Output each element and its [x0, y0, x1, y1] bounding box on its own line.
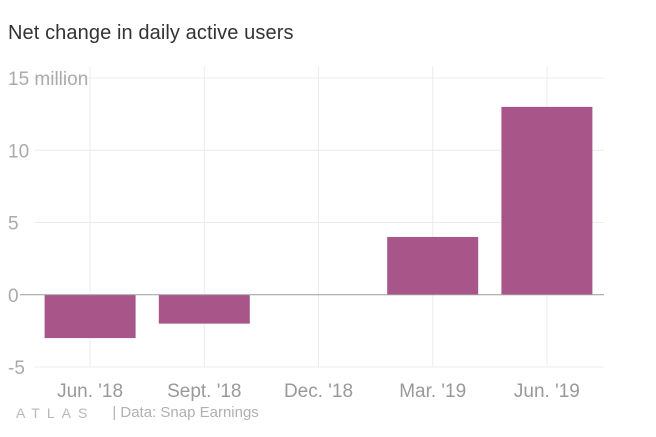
y-tick-label: 10 [8, 141, 29, 162]
bar [501, 106, 593, 295]
bar [387, 236, 479, 295]
x-tick-label: Jun. '18 [57, 381, 123, 402]
x-tick-label: Sept. '18 [167, 381, 241, 402]
y-tick-label: 15 million [8, 69, 88, 90]
y-axis-labels: -5 0 5 10 15 million [8, 69, 88, 379]
x-tick-label: Dec. '18 [284, 381, 353, 402]
bar [44, 294, 136, 339]
y-tick-label: 5 [8, 214, 19, 235]
bars [44, 106, 593, 339]
x-tick-label: Jun. '19 [514, 381, 580, 402]
data-source: | Data: Snap Earnings [112, 404, 259, 421]
atlas-logo: ATLAS [16, 404, 95, 421]
y-tick-label: -5 [8, 358, 25, 379]
x-axis-labels: Jun. '18 Sept. '18 Dec. '18 Mar. '19 Jun. '1… [57, 381, 580, 402]
chart-title: Net change in daily active users [8, 22, 294, 44]
x-tick-label: Mar. '19 [399, 381, 466, 402]
bar [158, 294, 250, 324]
y-tick-label: 0 [8, 286, 19, 307]
footer: ATLAS | Data: Snap Earnings [16, 404, 259, 421]
